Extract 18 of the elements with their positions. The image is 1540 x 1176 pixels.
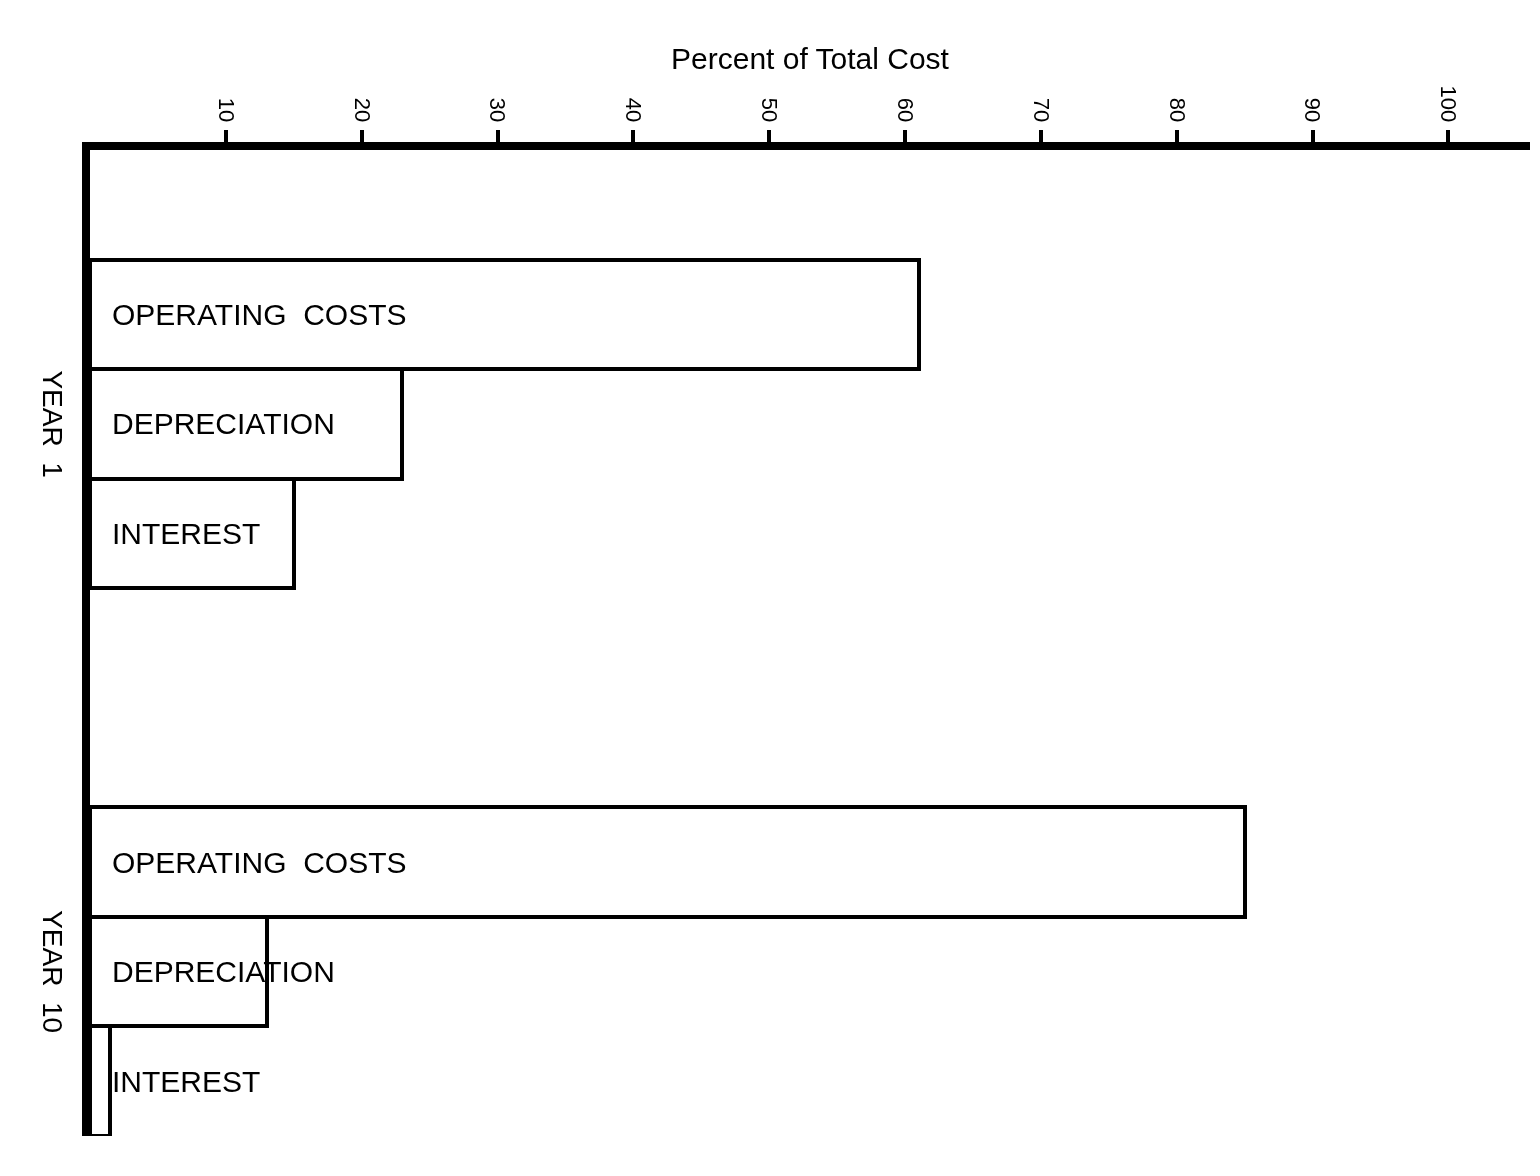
y-tick-label: OPERATING COSTS: [112, 298, 407, 331]
x-tick-label: 50: [757, 97, 783, 123]
x-tick-label: 70: [1028, 97, 1054, 123]
text: YEAR 1: [37, 370, 69, 478]
x-tick-label: 60: [892, 97, 918, 123]
y-tick-label: INTEREST: [112, 1065, 261, 1098]
x-tick-label: 20: [349, 97, 375, 123]
x-tick-label: 90: [1300, 97, 1326, 123]
x-axis-title: Percent of Total Cost: [671, 42, 950, 76]
x-tick-label: 80: [1164, 97, 1190, 123]
x-tick-label: 40: [621, 97, 647, 123]
text: YEAR 10: [37, 910, 69, 1034]
x-tick-label: 30: [485, 97, 511, 123]
x-tick-label: 10: [213, 97, 239, 123]
y-tick-label: DEPRECIATION: [112, 407, 335, 440]
x-tick-label: 100: [1436, 85, 1462, 123]
y-tick-label: INTEREST: [112, 517, 261, 550]
y-tick-label: OPERATING COSTS: [112, 846, 407, 879]
